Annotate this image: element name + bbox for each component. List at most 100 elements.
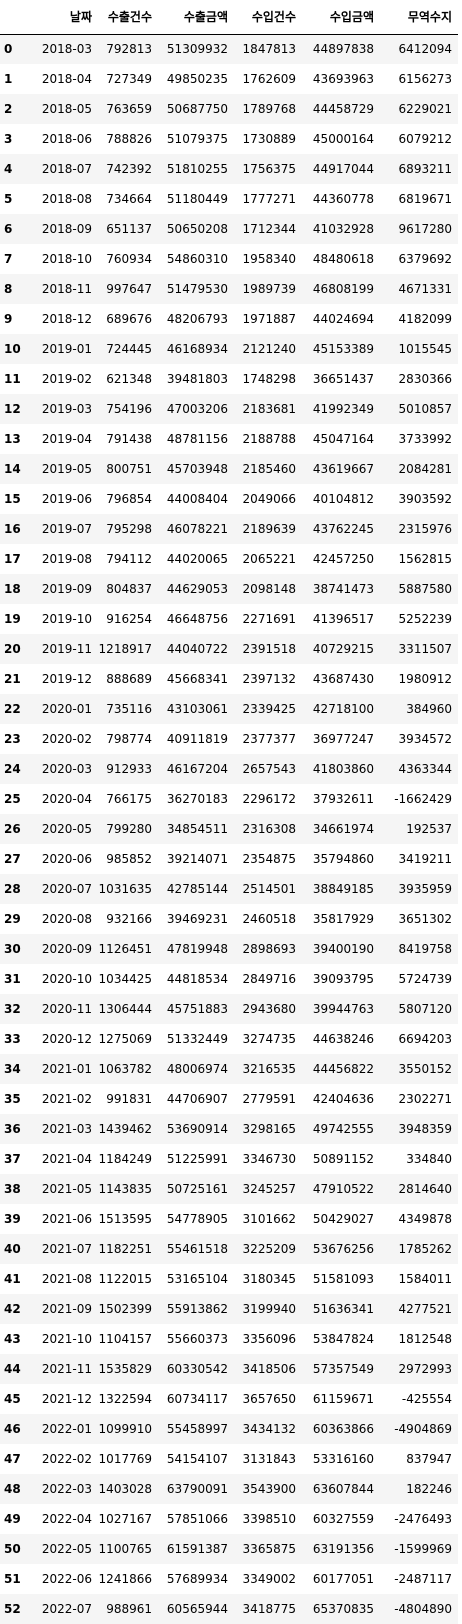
cell-import-count: 3298165 [242, 1122, 296, 1136]
row-index: 39 [4, 1212, 21, 1226]
cell-import-count: 3180345 [242, 1272, 296, 1286]
cell-import-count: 3216535 [242, 1062, 296, 1076]
table-row: 5 2018-08 734664 51180449 1777271 44360778 681… [0, 184, 458, 214]
cell-trade-balance: 3948359 [398, 1122, 452, 1136]
cell-export-count: 651137 [106, 222, 152, 236]
cell-import-amount: 48480618 [312, 252, 374, 266]
table-row: 24 2020-03 912933 46167204 2657543 41803860 43… [0, 754, 458, 784]
cell-export-count: 1306444 [98, 1002, 152, 1016]
cell-import-amount: 41992349 [312, 402, 374, 416]
table-row: 21 2019-12 888689 45668341 2397132 43687430 19… [0, 664, 458, 694]
cell-trade-balance: 4363344 [398, 762, 452, 776]
table-row: 44 2021-11 1535829 60330542 3418506 57357549 2… [0, 1354, 458, 1384]
column-header-import-amount: 수입금액 [302, 0, 380, 35]
cell-import-amount: 61159671 [312, 1392, 374, 1406]
cell-export-amount: 55913862 [166, 1302, 228, 1316]
cell-import-count: 3101662 [242, 1212, 296, 1226]
cell-import-amount: 42457250 [312, 552, 374, 566]
row-index: 47 [4, 1452, 21, 1466]
cell-import-amount: 45153389 [312, 342, 374, 356]
table-row: 28 2020-07 1031635 42785144 2514501 38849185 3… [0, 874, 458, 904]
cell-import-count: 2779591 [242, 1092, 296, 1106]
row-index: 10 [4, 342, 21, 356]
cell-import-count: 3418775 [242, 1602, 296, 1616]
table-row: 13 2019-04 791438 48781156 2188788 45047164 37… [0, 424, 458, 454]
cell-export-count: 1122015 [98, 1272, 152, 1286]
cell-import-count: 3434132 [242, 1422, 296, 1436]
cell-import-amount: 40104812 [312, 492, 374, 506]
cell-import-count: 3131843 [242, 1452, 296, 1466]
cell-export-amount: 50687750 [166, 102, 228, 116]
cell-date: 2021-03 [41, 1122, 92, 1136]
cell-import-amount: 50429027 [312, 1212, 374, 1226]
cell-import-amount: 51581093 [312, 1272, 374, 1286]
row-index: 5 [4, 192, 13, 206]
cell-trade-balance: 3733992 [398, 432, 452, 446]
cell-trade-balance: 2084281 [398, 462, 452, 476]
cell-export-count: 1034425 [98, 972, 152, 986]
cell-import-count: 1756375 [242, 162, 296, 176]
row-index: 1 [4, 72, 13, 86]
cell-export-amount: 53165104 [166, 1272, 228, 1286]
cell-date: 2021-05 [41, 1182, 92, 1196]
table-row: 51 2022-06 1241866 57689934 3349002 60177051 -… [0, 1564, 458, 1594]
cell-export-amount: 53690914 [166, 1122, 228, 1136]
cell-export-count: 795298 [106, 522, 152, 536]
cell-date: 2020-11 [41, 1002, 92, 1016]
cell-import-count: 3543900 [242, 1482, 296, 1496]
row-index: 11 [4, 372, 21, 386]
cell-export-count: 1513595 [98, 1212, 152, 1226]
cell-import-count: 3245257 [242, 1182, 296, 1196]
cell-export-amount: 51332449 [166, 1032, 228, 1046]
row-index: 26 [4, 822, 21, 836]
cell-export-count: 888689 [106, 672, 152, 686]
cell-import-count: 3199940 [242, 1302, 296, 1316]
cell-date: 2020-01 [41, 702, 92, 716]
cell-import-amount: 38741473 [312, 582, 374, 596]
cell-date: 2019-11 [41, 642, 92, 656]
row-index: 3 [4, 132, 13, 146]
table-row: 22 2020-01 735116 43103061 2339425 42718100 38… [0, 694, 458, 724]
cell-import-amount: 49742555 [312, 1122, 374, 1136]
row-index: 4 [4, 162, 13, 176]
cell-trade-balance: 1980912 [398, 672, 452, 686]
cell-import-count: 1847813 [242, 42, 296, 57]
cell-import-count: 3349002 [242, 1572, 296, 1586]
cell-export-count: 912933 [106, 762, 152, 776]
table-row: 15 2019-06 796854 44008404 2049066 40104812 39… [0, 484, 458, 514]
cell-export-count: 766175 [106, 792, 152, 806]
cell-export-amount: 46167204 [166, 762, 228, 776]
row-index: 44 [4, 1362, 21, 1376]
cell-export-amount: 57851066 [166, 1512, 228, 1526]
cell-trade-balance: 6893211 [398, 162, 452, 176]
row-index: 40 [4, 1242, 21, 1256]
table-row: 8 2018-11 997647 51479530 1989739 46808199 467… [0, 274, 458, 304]
table-row: 49 2022-04 1027167 57851066 3398510 60327559 -… [0, 1504, 458, 1534]
cell-import-count: 2354875 [242, 852, 296, 866]
cell-export-count: 916254 [106, 612, 152, 626]
cell-import-count: 2339425 [242, 702, 296, 716]
cell-import-amount: 38849185 [312, 882, 374, 896]
cell-export-count: 735116 [106, 702, 152, 716]
cell-date: 2020-09 [41, 942, 92, 956]
cell-date: 2022-02 [41, 1452, 92, 1466]
cell-date: 2021-02 [41, 1092, 92, 1106]
cell-date: 2019-10 [41, 612, 92, 626]
cell-export-count: 932166 [106, 912, 152, 926]
cell-trade-balance: 2830366 [398, 372, 452, 386]
cell-import-amount: 40729215 [312, 642, 374, 656]
cell-import-amount: 46808199 [312, 282, 374, 296]
row-index: 7 [4, 252, 13, 266]
cell-export-count: 1104157 [98, 1332, 152, 1346]
row-index: 30 [4, 942, 21, 956]
cell-trade-balance: 6819671 [398, 192, 452, 206]
cell-import-amount: 35817929 [312, 912, 374, 926]
cell-export-amount: 44818534 [166, 972, 228, 986]
row-index: 19 [4, 612, 21, 626]
row-index: 8 [4, 282, 13, 296]
cell-export-amount: 60734117 [166, 1392, 228, 1406]
table-row: 40 2021-07 1182251 55461518 3225209 53676256 1… [0, 1234, 458, 1264]
cell-export-amount: 49850235 [166, 72, 228, 86]
row-index: 22 [4, 702, 21, 716]
index-header [0, 0, 28, 35]
